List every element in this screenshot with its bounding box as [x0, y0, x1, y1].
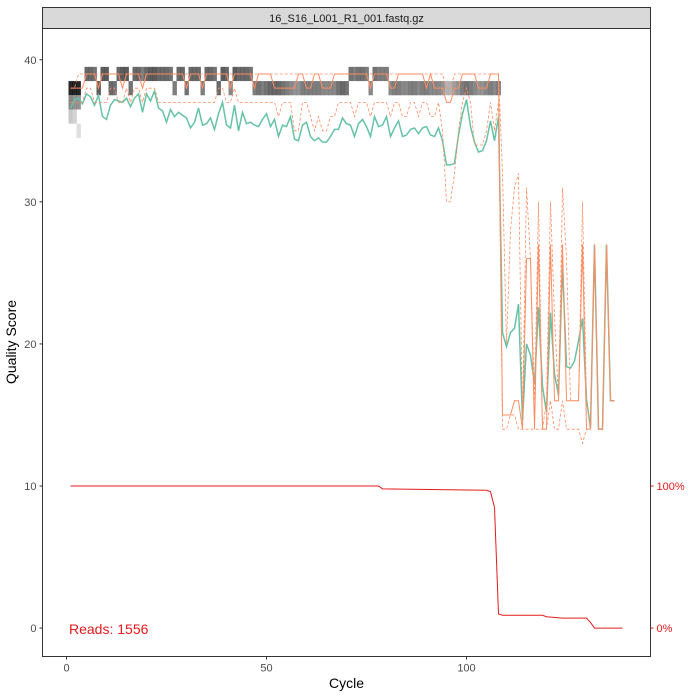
series-line-mean	[69, 88, 615, 430]
heatmap-cell-55	[268, 81, 273, 96]
heatmap-cell-63	[300, 81, 305, 96]
heatmap-cell-106	[472, 81, 477, 96]
series-lines	[69, 72, 623, 629]
heatmap-cell-53	[260, 81, 265, 96]
y-tick-label-30: 30	[24, 197, 36, 209]
heatmap-cell-54	[264, 81, 269, 96]
y-tick-label-10: 10	[24, 481, 36, 493]
series-line-q75	[70, 73, 615, 430]
y-axis-title: Quality Score	[3, 300, 19, 384]
heatmap-cell-8	[76, 123, 81, 138]
right-tick-label-0: 100%	[657, 481, 685, 493]
heatmap-cell-87	[396, 81, 401, 96]
right-tick-label-1: 0%	[657, 623, 673, 635]
y-tick-label-0: 0	[30, 623, 36, 635]
heatmap-cell-31	[172, 81, 177, 96]
heatmap-cell-7	[72, 109, 77, 124]
heatmap-cell-73	[340, 81, 345, 96]
heatmap-cell-62	[296, 81, 301, 96]
heatmap-cell-95	[428, 81, 433, 96]
heatmap-cell-72	[336, 81, 341, 96]
heatmap-cell-4	[72, 95, 77, 110]
heatmap-cell-74	[344, 81, 349, 96]
heatmap-cell-66	[312, 81, 317, 96]
heatmap-cell-6	[68, 109, 73, 124]
heatmap-cell-93	[420, 81, 425, 96]
heatmap-cell-20	[128, 81, 133, 96]
heatmap-cell-71	[332, 81, 337, 96]
heatmap-cell-103	[460, 81, 465, 96]
x-tick-label-100: 100	[457, 663, 475, 675]
heatmap-cell-5	[76, 95, 81, 110]
heatmap-cell-91	[412, 81, 417, 96]
heatmap-cell-110	[488, 81, 493, 96]
x-axis-title: Cycle	[329, 675, 364, 691]
x-tick-label-0: 0	[63, 663, 69, 675]
heatmap-cell-92	[416, 81, 421, 96]
heatmap-cell-67	[316, 81, 321, 96]
heatmap-cell-111	[492, 81, 497, 96]
heatmap-cell-88	[400, 81, 405, 96]
heatmap-cell-52	[256, 81, 261, 96]
heatmap-cell-89	[404, 81, 409, 96]
axes: 0 10 20 30 40 0 50 100 100% 0%	[24, 55, 685, 675]
y-tick-label-20: 20	[24, 339, 36, 351]
series-line-reads_fraction	[70, 485, 623, 629]
heatmap-cell-105	[468, 81, 473, 96]
y-tick-label-40: 40	[24, 55, 36, 67]
chart-title: 16_S16_L001_R1_001.fastq.gz	[269, 13, 424, 25]
reads-annotation: Reads: 1556	[69, 621, 149, 637]
heatmap-cell-90	[408, 81, 413, 96]
x-tick-label-50: 50	[260, 663, 272, 675]
